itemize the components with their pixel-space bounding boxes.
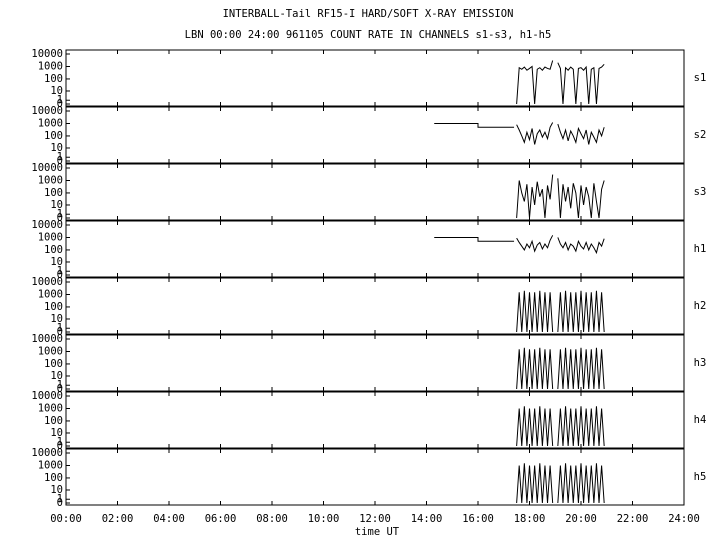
y-tick-label: 10 (50, 85, 63, 97)
x-tick-label: 00:00 (50, 513, 82, 525)
channel-label: s1 (694, 72, 707, 84)
chart-title: INTERBALL-Tail RF15-I HARD/SOFT X-RAY EM… (223, 8, 514, 20)
y-tick-label: 0 (57, 383, 63, 395)
data-line (516, 347, 605, 390)
x-tick-label: 22:00 (617, 513, 649, 525)
data-line (434, 122, 605, 145)
chart-subtitle: LBN 00:00 24:00 961105 COUNT RATE IN CHA… (185, 29, 552, 41)
y-tick-label: 10 (50, 484, 63, 496)
y-tick-label: 100 (44, 244, 63, 256)
y-tick-label: 1 (57, 379, 63, 391)
y-tick-label: 0 (57, 497, 63, 509)
data-line (516, 290, 605, 333)
y-tick-label: 10 (50, 142, 63, 154)
channel-label: h5 (694, 471, 707, 483)
x-tick-label: 18:00 (514, 513, 546, 525)
y-tick-label: 1 (57, 322, 63, 334)
y-tick-label: 100 (44, 358, 63, 370)
y-tick-label: 100 (44, 130, 63, 142)
y-tick-label: 100 (44, 301, 63, 313)
data-line (516, 60, 605, 105)
x-tick-label: 08:00 (256, 513, 288, 525)
y-tick-label: 10 (50, 199, 63, 211)
y-tick-label: 10 (50, 427, 63, 439)
y-tick-label: 1000 (38, 345, 63, 357)
channel-label: h2 (694, 300, 707, 312)
data-line (434, 235, 605, 255)
y-tick-label: 100 (44, 472, 63, 484)
y-tick-label: 0 (57, 212, 63, 224)
y-tick-label: 0 (57, 326, 63, 338)
y-tick-label: 10000 (31, 333, 63, 345)
y-tick-label: 10000 (31, 105, 63, 117)
channel-label: h4 (694, 414, 707, 426)
channel-label: s2 (694, 129, 707, 141)
x-tick-label: 20:00 (565, 513, 597, 525)
y-tick-label: 1000 (38, 288, 63, 300)
x-tick-label: 06:00 (205, 513, 237, 525)
y-tick-label: 0 (57, 98, 63, 110)
x-tick-label: 02:00 (102, 513, 134, 525)
y-tick-label: 10 (50, 313, 63, 325)
y-tick-label: 1000 (38, 117, 63, 129)
x-tick-label: 14:00 (411, 513, 443, 525)
y-tick-label: 10000 (31, 276, 63, 288)
y-tick-label: 100 (44, 73, 63, 85)
y-tick-label: 1000 (38, 402, 63, 414)
y-tick-label: 1 (57, 493, 63, 505)
x-tick-label: 12:00 (359, 513, 391, 525)
y-tick-label: 1000 (38, 459, 63, 471)
y-tick-label: 10000 (31, 390, 63, 402)
y-tick-label: 10000 (31, 219, 63, 231)
y-tick-label: 100 (44, 415, 63, 427)
channel-label: s3 (694, 186, 707, 198)
y-tick-label: 1000 (38, 60, 63, 72)
data-line (516, 463, 605, 504)
x-tick-label: 24:00 (668, 513, 700, 525)
x-axis-label: time UT (355, 526, 400, 538)
y-tick-label: 0 (57, 269, 63, 281)
y-tick-label: 1000 (38, 231, 63, 243)
y-tick-label: 1 (57, 94, 63, 106)
x-tick-label: 16:00 (462, 513, 494, 525)
channel-label: h1 (694, 243, 707, 255)
channel-label: h3 (694, 357, 707, 369)
data-line (516, 174, 605, 219)
x-tick-label: 04:00 (153, 513, 185, 525)
y-tick-label: 1 (57, 265, 63, 277)
y-tick-label: 1 (57, 151, 63, 163)
y-tick-label: 0 (57, 440, 63, 452)
y-tick-label: 1 (57, 208, 63, 220)
y-tick-label: 1000 (38, 174, 63, 186)
data-line (516, 406, 605, 447)
y-tick-label: 10000 (31, 162, 63, 174)
y-tick-label: 10 (50, 370, 63, 382)
y-tick-label: 1 (57, 436, 63, 448)
y-tick-label: 10000 (31, 447, 63, 459)
y-tick-label: 10 (50, 256, 63, 268)
y-tick-label: 0 (57, 155, 63, 167)
y-tick-label: 100 (44, 187, 63, 199)
y-tick-label: 10000 (31, 48, 63, 60)
x-tick-label: 10:00 (308, 513, 340, 525)
